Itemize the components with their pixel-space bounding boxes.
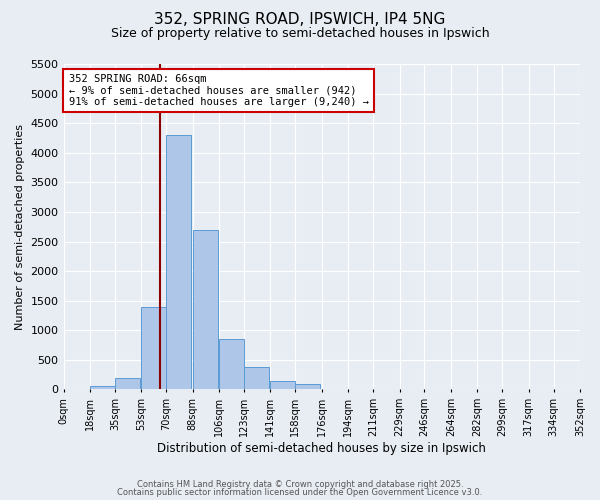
Bar <box>142 306 166 390</box>
Text: Contains HM Land Registry data © Crown copyright and database right 2025.: Contains HM Land Registry data © Crown c… <box>137 480 463 489</box>
Bar <box>244 367 269 390</box>
Y-axis label: Number of semi-detached properties: Number of semi-detached properties <box>15 124 25 330</box>
Text: Size of property relative to semi-detached houses in Ipswich: Size of property relative to semi-detach… <box>110 28 490 40</box>
Bar <box>115 378 140 390</box>
X-axis label: Distribution of semi-detached houses by size in Ipswich: Distribution of semi-detached houses by … <box>157 442 486 455</box>
Bar <box>193 230 218 390</box>
Text: 352, SPRING ROAD, IPSWICH, IP4 5NG: 352, SPRING ROAD, IPSWICH, IP4 5NG <box>154 12 446 28</box>
Bar <box>90 386 115 390</box>
Bar <box>271 380 295 390</box>
Bar <box>295 384 320 390</box>
Text: Contains public sector information licensed under the Open Government Licence v3: Contains public sector information licen… <box>118 488 482 497</box>
Text: 352 SPRING ROAD: 66sqm
← 9% of semi-detached houses are smaller (942)
91% of sem: 352 SPRING ROAD: 66sqm ← 9% of semi-deta… <box>69 74 369 107</box>
Bar <box>219 339 244 390</box>
Bar <box>166 135 191 390</box>
